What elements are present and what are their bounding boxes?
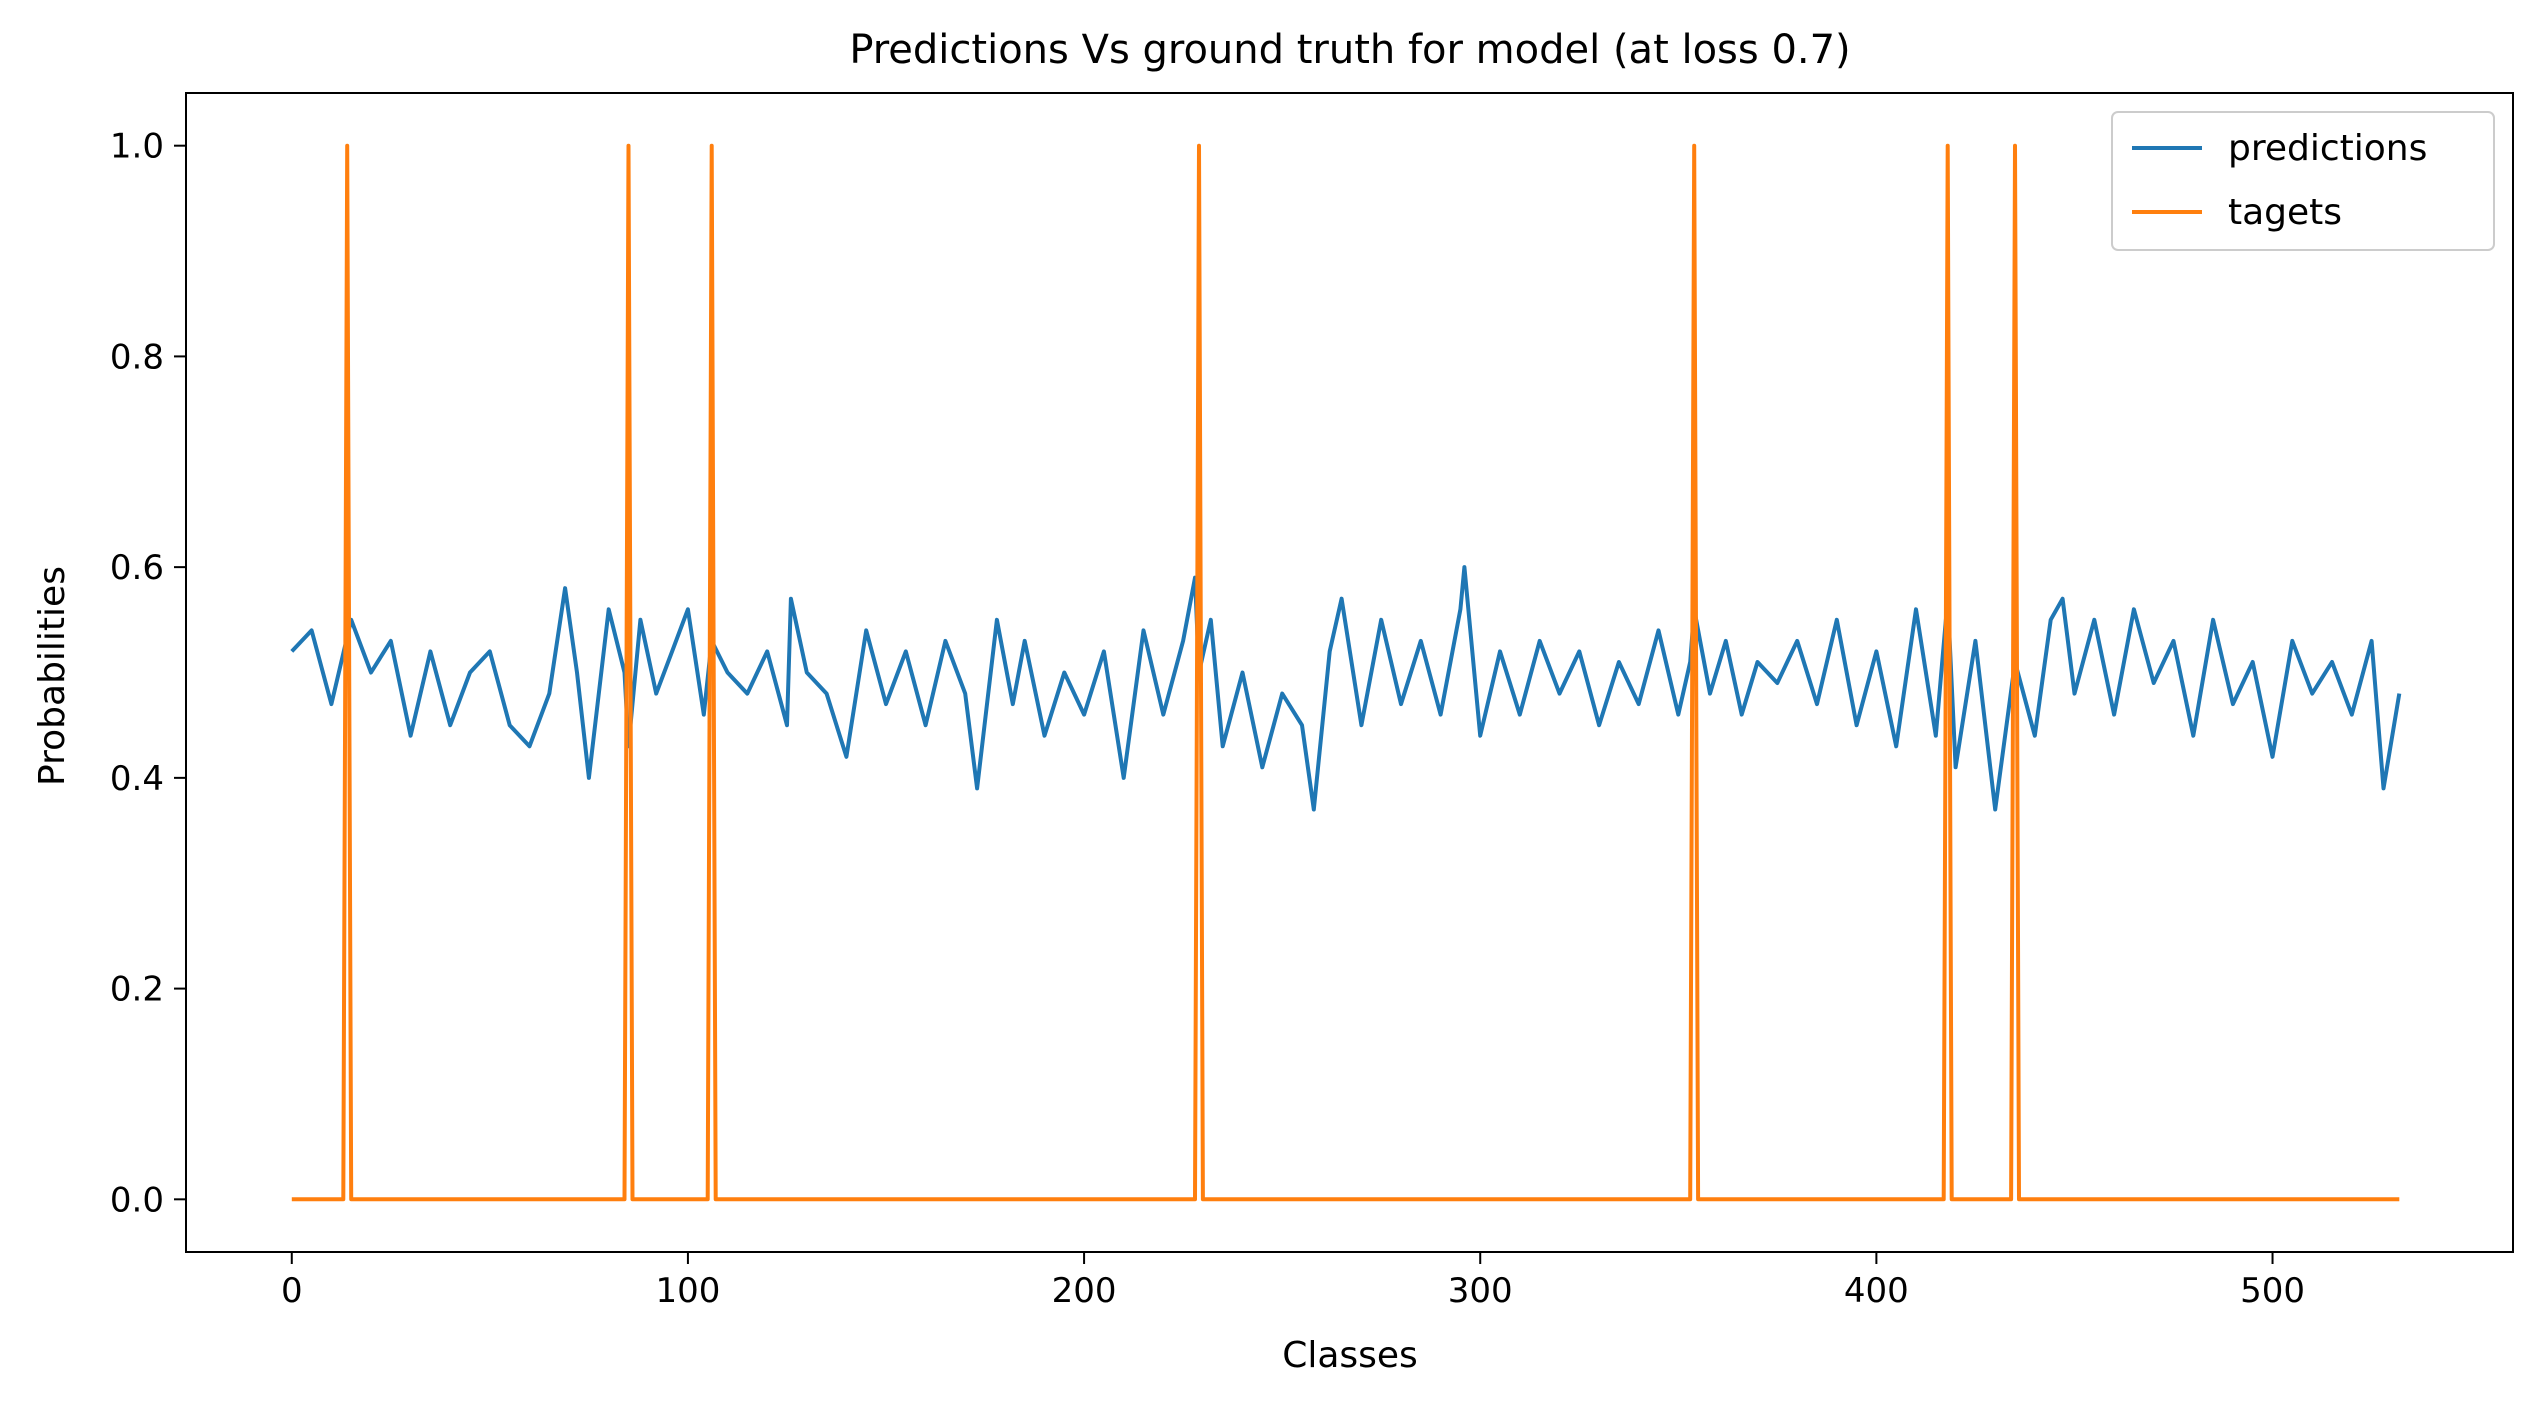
x-tick-label: 200 <box>1052 1271 1117 1311</box>
y-tick-label: 1.0 <box>110 127 164 167</box>
y-tick-label: 0.8 <box>110 337 164 377</box>
y-tick-label: 0.6 <box>110 548 164 588</box>
x-tick-label: 300 <box>1448 1271 1513 1311</box>
x-tick-label: 500 <box>2240 1271 2305 1311</box>
legend-label-predictions: predictions <box>2228 128 2427 169</box>
plot-area <box>185 92 2514 1253</box>
legend: predictions tagets <box>2111 111 2495 251</box>
y-axis-label: Probabilities <box>32 566 73 786</box>
series-line-predictions <box>290 565 2402 812</box>
y-tick-label: 0.0 <box>110 1180 164 1220</box>
x-axis-label: Classes <box>1282 1335 1418 1376</box>
y-tick-label: 0.2 <box>110 970 164 1010</box>
y-tick-label: 0.4 <box>110 759 164 799</box>
y-axis: 0.0 0.2 0.4 0.6 0.8 1.0 <box>110 127 186 1220</box>
chart-title: Predictions Vs ground truth for model (a… <box>849 27 1850 73</box>
x-axis: 0 100 200 300 400 500 <box>281 1252 2305 1311</box>
legend-label-tagets: tagets <box>2228 192 2342 233</box>
legend-box <box>2111 111 2495 251</box>
series-layer <box>290 143 2402 1202</box>
x-tick-label: 0 <box>281 1271 303 1311</box>
x-tick-label: 400 <box>1844 1271 1909 1311</box>
plot-frame <box>185 92 2514 1253</box>
series-line-tagets <box>291 143 2400 1202</box>
x-tick-label: 100 <box>655 1271 720 1311</box>
